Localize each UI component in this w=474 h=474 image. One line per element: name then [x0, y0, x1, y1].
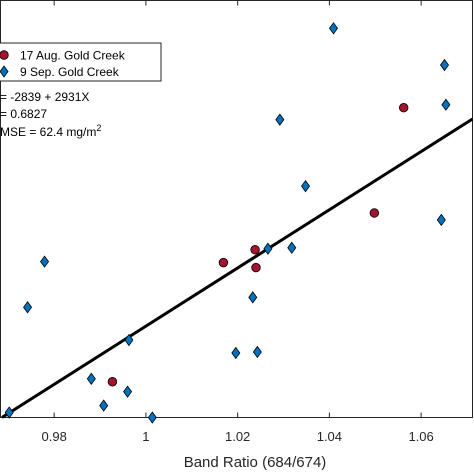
- point-9-sep: [440, 58, 450, 72]
- point-17-aug: [107, 377, 118, 387]
- point-9-sep: [40, 255, 50, 268]
- legend-label-aug: 17 Aug. Gold Creek: [20, 49, 126, 63]
- x-tick-label: 1.06: [408, 429, 433, 444]
- point-9-sep: [436, 213, 446, 227]
- legend-box: [0, 42, 162, 82]
- point-17-aug: [251, 262, 261, 273]
- annotation-equation: = -2839 + 2931X: [0, 90, 89, 104]
- legend-label-sep: 9 Sep. Gold Creek: [20, 65, 120, 79]
- x-tick-label: 1.04: [317, 429, 342, 444]
- point-9-sep: [287, 241, 297, 254]
- point-9-sep: [263, 242, 273, 255]
- fit-line-layer: [1, 117, 474, 419]
- x-axis-label: Band Ratio (684/674): [184, 454, 327, 471]
- legend: 17 Aug. Gold Creek 9 Sep. Gold Creek: [0, 42, 162, 82]
- annotations: = -2839 + 2931X = 0.6827 MSE = 62.4 mg/m…: [0, 90, 101, 139]
- annotation-rmse-superscript: 2: [96, 123, 101, 133]
- regression-line: [1, 117, 474, 419]
- point-9-sep: [4, 406, 14, 419]
- point-17-aug: [369, 208, 380, 218]
- point-9-sep: [252, 345, 262, 359]
- point-9-sep: [231, 346, 241, 360]
- point-9-sep: [147, 411, 157, 424]
- annotation-rmse: MSE = 62.4 mg/m2: [0, 123, 101, 139]
- point-9-sep: [124, 333, 134, 347]
- point-9-sep: [86, 372, 96, 385]
- annotation-rmse-text: MSE = 62.4 mg/m: [0, 125, 96, 139]
- legend-marker-aug: [0, 50, 9, 60]
- point-9-sep: [23, 301, 33, 314]
- x-tick-label: 1.02: [225, 429, 250, 444]
- points-layer: [4, 22, 451, 424]
- point-9-sep: [99, 399, 109, 412]
- x-tick-label: 1: [142, 429, 149, 444]
- point-9-sep: [275, 113, 285, 126]
- tick-layer: 0.98 1 1.02 1.04 1.06: [42, 0, 434, 444]
- point-17-aug: [250, 245, 260, 255]
- point-17-aug: [398, 103, 409, 113]
- legend-marker-sep: [0, 65, 9, 78]
- point-9-sep: [123, 385, 133, 398]
- annotation-r-squared: = 0.6827: [0, 107, 47, 121]
- point-9-sep: [441, 98, 451, 111]
- point-9-sep: [329, 22, 339, 35]
- point-9-sep: [248, 291, 258, 304]
- point-17-aug: [218, 257, 229, 268]
- x-tick-label: 0.98: [42, 429, 67, 444]
- point-9-sep: [301, 179, 311, 193]
